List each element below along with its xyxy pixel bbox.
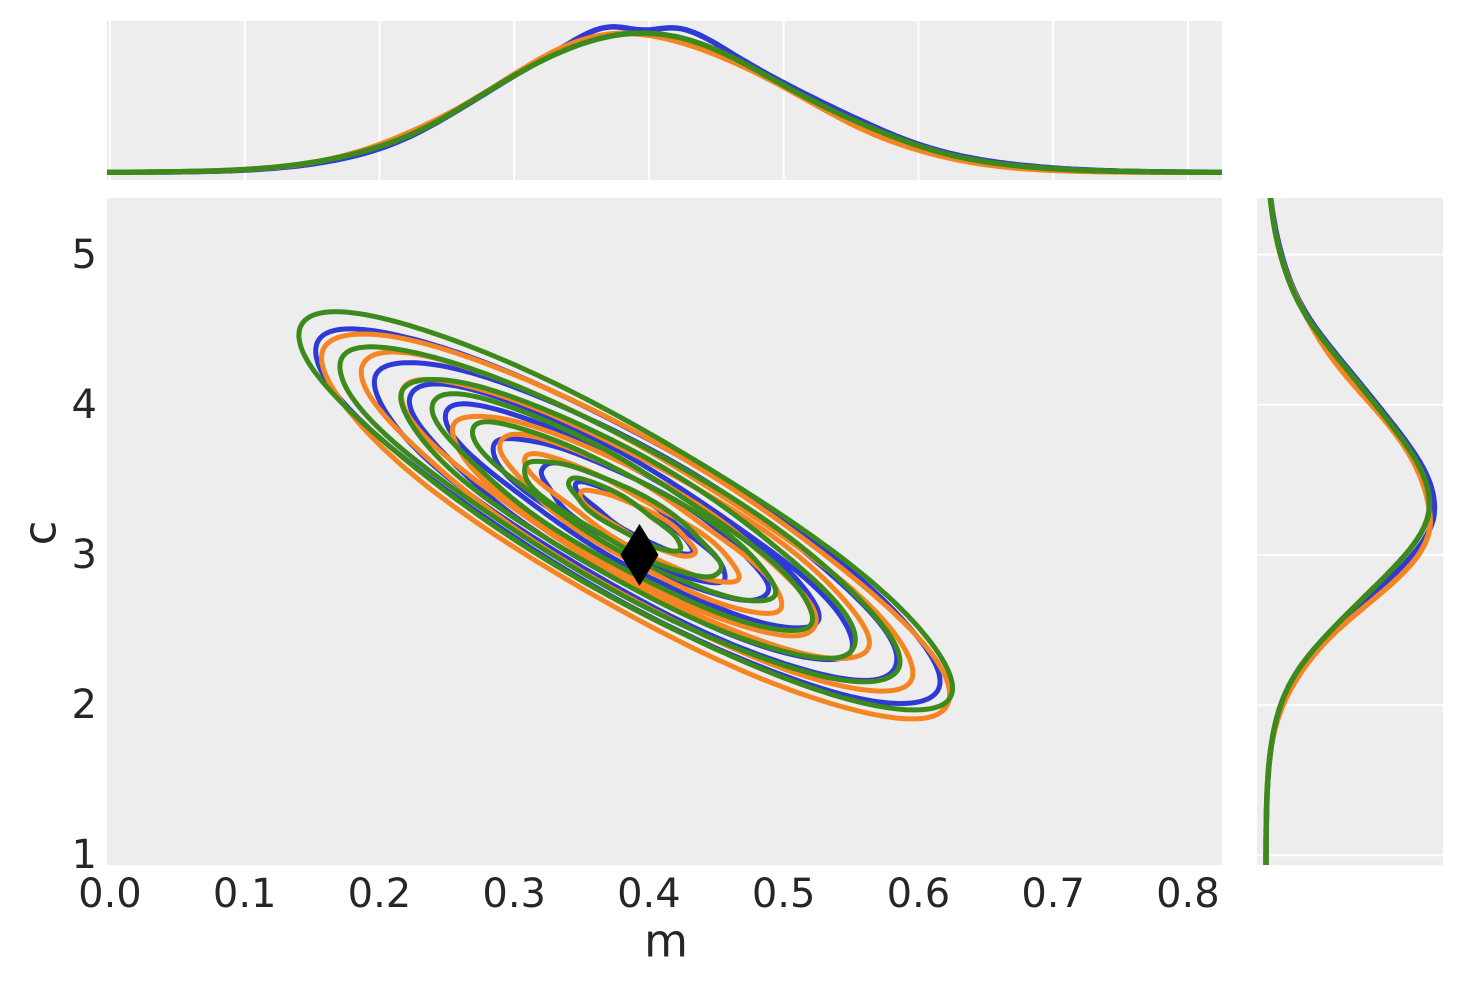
kde-top-blue [107,24,1222,176]
x-tick-0.6: 0.6 [886,871,951,917]
y-tick-1: 1 [71,832,97,879]
contour-green-level-6 [337,344,903,685]
right-marginal-curves [1263,198,1438,865]
contour-green-level-1 [566,475,684,554]
y-tick-3: 3 [71,531,97,578]
y-tick-5: 5 [71,231,97,278]
kde-top-green [107,30,1222,176]
x-tick-0.8: 0.8 [1156,871,1220,917]
contour-green-level-5 [398,377,858,661]
kde-right-orange [1263,198,1433,865]
contour-orange-level-3 [497,431,785,616]
gridlines [108,21,1443,857]
kde-top-orange [107,30,1222,176]
contour-group [296,309,955,722]
contour-green-level-3 [470,419,779,604]
truth-marker-diamond [620,523,659,586]
y-tick-2: 2 [71,682,97,729]
x-tick-0.4: 0.4 [617,871,681,917]
joint-panel [107,198,1222,865]
contour-green-level-4 [429,391,815,633]
contour-orange-level-7 [319,331,953,722]
x-tick-0.3: 0.3 [482,871,546,917]
y-tick-4: 4 [71,381,97,428]
x-axis-label: m [644,914,688,968]
contour-green-level-7 [296,309,955,713]
x-tick-0.7: 0.7 [1021,871,1085,917]
top-marginal-curves [107,24,1222,176]
right-marginal-panel [1257,198,1443,865]
x-tick-0.2: 0.2 [347,871,412,917]
x-tick-0.5: 0.5 [751,871,816,917]
contour-green-level-2 [522,458,724,580]
kde-right-green [1263,198,1433,865]
y-axis-label: c [13,520,67,546]
contour-orange-level-6 [358,349,916,694]
top-marginal-panel [107,21,1222,180]
kde-right-blue [1263,198,1438,865]
x-tick-0.0: 0.0 [78,871,142,917]
contour-blue-level-2 [538,460,728,586]
contour-blue-level-6 [371,360,900,683]
x-tick-0.1: 0.1 [212,871,277,917]
